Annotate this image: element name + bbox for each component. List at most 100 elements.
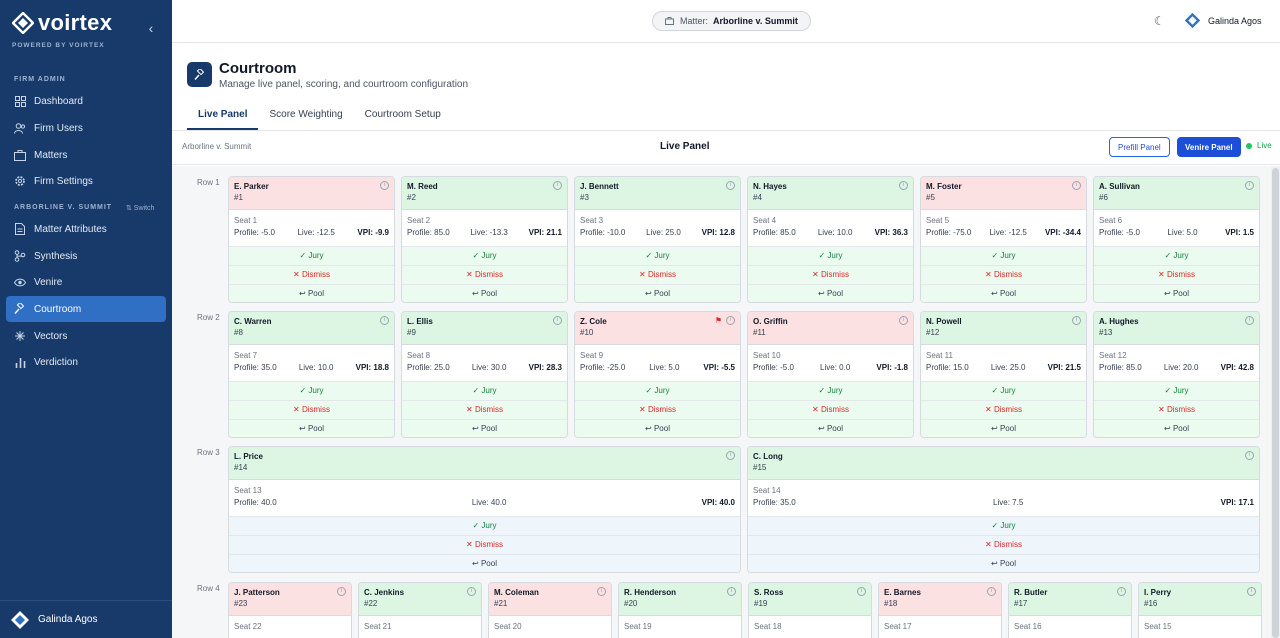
pool-button[interactable]: ↩ Pool <box>229 284 394 302</box>
juror-card[interactable]: I. Perry #16 i Seat 15 <box>1138 582 1262 638</box>
juror-name[interactable]: A. Sullivan <box>1099 182 1140 191</box>
scrollbar[interactable] <box>1271 166 1280 638</box>
juror-name[interactable]: E. Barnes <box>884 588 921 597</box>
pool-button[interactable]: ↩ Pool <box>575 284 740 302</box>
info-icon[interactable]: i <box>1117 587 1126 596</box>
pool-button[interactable]: ↩ Pool <box>921 284 1086 302</box>
juror-card[interactable]: C. Warren #8 i Seat 7 Profile: 35.0 Live: 10.… <box>228 311 395 438</box>
sidebar-user[interactable]: Galinda Agos <box>0 600 172 638</box>
info-icon[interactable]: i <box>726 316 735 325</box>
info-icon[interactable]: i <box>1245 451 1254 460</box>
dismiss-button[interactable]: ✕ Dismiss <box>229 400 394 419</box>
jury-button[interactable]: ✓ Jury <box>575 246 740 265</box>
juror-card[interactable]: R. Henderson #20 i Seat 19 <box>618 582 742 638</box>
juror-name[interactable]: M. Reed <box>407 182 438 191</box>
juror-card[interactable]: R. Butler #17 i Seat 16 <box>1008 582 1132 638</box>
jury-button[interactable]: ✓ Jury <box>748 246 913 265</box>
sidebar-item-firm-users[interactable]: Firm Users <box>6 115 166 141</box>
jury-button[interactable]: ✓ Jury <box>1094 246 1259 265</box>
juror-name[interactable]: C. Warren <box>234 317 272 326</box>
pool-button[interactable]: ↩ Pool <box>1094 284 1259 302</box>
juror-card[interactable]: S. Ross #19 i Seat 18 <box>748 582 872 638</box>
juror-name[interactable]: R. Butler <box>1014 588 1048 597</box>
sidebar-item-matter-attributes[interactable]: Matter Attributes <box>6 216 166 242</box>
sidebar-item-firm-settings[interactable]: Firm Settings <box>6 168 166 194</box>
juror-card[interactable]: A. Sullivan #6 i Seat 6 Profile: -5.0 Live: 5… <box>1093 176 1260 303</box>
pool-button[interactable]: ↩ Pool <box>229 419 394 437</box>
juror-card[interactable]: L. Ellis #9 i Seat 8 Profile: 25.0 Live: 30.0… <box>401 311 568 438</box>
pool-button[interactable]: ↩ Pool <box>402 419 567 437</box>
pool-button[interactable]: ↩ Pool <box>748 554 1259 572</box>
juror-card[interactable]: O. Griffin #11 i Seat 10 Profile: -5.0 Live: … <box>747 311 914 438</box>
info-icon[interactable]: i <box>1072 181 1081 190</box>
info-icon[interactable]: i <box>553 181 562 190</box>
sidebar-item-synthesis[interactable]: Synthesis <box>6 243 166 269</box>
jury-button[interactable]: ✓ Jury <box>921 246 1086 265</box>
juror-card[interactable]: J. Patterson #23 i Seat 22 <box>228 582 352 638</box>
jury-button[interactable]: ✓ Jury <box>748 516 1259 535</box>
juror-name[interactable]: A. Hughes <box>1099 317 1139 326</box>
info-icon[interactable]: i <box>597 587 606 596</box>
juror-name[interactable]: M. Foster <box>926 182 962 191</box>
info-icon[interactable]: i <box>857 587 866 596</box>
sidebar-item-verdiction[interactable]: Verdiction <box>6 349 166 375</box>
info-icon[interactable]: i <box>1247 587 1256 596</box>
dismiss-button[interactable]: ✕ Dismiss <box>748 400 913 419</box>
jury-button[interactable]: ✓ Jury <box>402 381 567 400</box>
matter-selector[interactable]: Matter: Arborline v. Summit <box>652 11 811 31</box>
juror-name[interactable]: I. Perry <box>1144 588 1172 597</box>
jury-button[interactable]: ✓ Jury <box>402 246 567 265</box>
juror-name[interactable]: C. Jenkins <box>364 588 405 597</box>
juror-card[interactable]: M. Coleman #21 i Seat 20 <box>488 582 612 638</box>
moon-icon[interactable]: ☾ <box>1154 14 1165 28</box>
juror-card[interactable]: J. Bennett #3 i Seat 3 Profile: -10.0 Live: 2… <box>574 176 741 303</box>
info-icon[interactable]: i <box>1072 316 1081 325</box>
jury-button[interactable]: ✓ Jury <box>575 381 740 400</box>
tab-courtroom-setup[interactable]: Courtroom Setup <box>364 109 441 120</box>
info-icon[interactable]: i <box>1245 181 1254 190</box>
juror-name[interactable]: Z. Cole <box>580 317 607 326</box>
pool-button[interactable]: ↩ Pool <box>575 419 740 437</box>
juror-card[interactable]: C. Long #15 i Seat 14 Profile: 35.0 Live: 7.5… <box>747 446 1260 573</box>
juror-card[interactable]: E. Barnes #18 i Seat 17 <box>878 582 1002 638</box>
pool-button[interactable]: ↩ Pool <box>229 554 740 572</box>
prefill-panel-button[interactable]: Prefill Panel <box>1109 137 1170 157</box>
juror-name[interactable]: C. Long <box>753 452 783 461</box>
info-icon[interactable]: i <box>380 181 389 190</box>
tab-score-weighting[interactable]: Score Weighting <box>269 109 343 120</box>
info-icon[interactable]: i <box>726 451 735 460</box>
scrollbar-thumb[interactable] <box>1272 168 1279 638</box>
juror-card[interactable]: M. Reed #2 i Seat 2 Profile: 85.0 Live: -13.3… <box>401 176 568 303</box>
info-icon[interactable]: i <box>380 316 389 325</box>
dismiss-button[interactable]: ✕ Dismiss <box>748 535 1259 554</box>
juror-name[interactable]: L. Ellis <box>407 317 433 326</box>
juror-name[interactable]: L. Price <box>234 452 263 461</box>
juror-card[interactable]: L. Price #14 i Seat 13 Profile: 40.0 Live: 40… <box>228 446 741 573</box>
tab-live-panel[interactable]: Live Panel <box>187 103 259 130</box>
info-icon[interactable]: i <box>1245 316 1254 325</box>
user-menu[interactable]: Galinda Agos <box>1184 12 1262 29</box>
dismiss-button[interactable]: ✕ Dismiss <box>1094 400 1259 419</box>
juror-card[interactable]: N. Powell #12 i Seat 11 Profile: 15.0 Live: 2… <box>920 311 1087 438</box>
dismiss-button[interactable]: ✕ Dismiss <box>921 265 1086 284</box>
juror-name[interactable]: N. Hayes <box>753 182 787 191</box>
pool-button[interactable]: ↩ Pool <box>402 284 567 302</box>
juror-name[interactable]: M. Coleman <box>494 588 539 597</box>
venire-panel-button[interactable]: Venire Panel <box>1177 137 1241 157</box>
juror-card[interactable]: E. Parker #1 i Seat 1 Profile: -5.0 Live: -12… <box>228 176 395 303</box>
juror-name[interactable]: J. Patterson <box>234 588 280 597</box>
brand-logo[interactable]: voirtex <box>12 10 112 36</box>
jury-button[interactable]: ✓ Jury <box>1094 381 1259 400</box>
juror-card[interactable]: N. Hayes #4 i Seat 4 Profile: 85.0 Live: 10.0… <box>747 176 914 303</box>
juror-name[interactable]: R. Henderson <box>624 588 677 597</box>
juror-card[interactable]: A. Hughes #13 i Seat 12 Profile: 85.0 Live: 2… <box>1093 311 1260 438</box>
jury-button[interactable]: ✓ Jury <box>921 381 1086 400</box>
info-icon[interactable]: i <box>899 181 908 190</box>
juror-card[interactable]: Z. Cole #10 i ⚑ Seat 9 Profile: -25.0 Live: 5.… <box>574 311 741 438</box>
juror-card[interactable]: C. Jenkins #22 i Seat 21 <box>358 582 482 638</box>
juror-name[interactable]: E. Parker <box>234 182 269 191</box>
pool-button[interactable]: ↩ Pool <box>748 419 913 437</box>
jury-button[interactable]: ✓ Jury <box>229 246 394 265</box>
dismiss-button[interactable]: ✕ Dismiss <box>575 265 740 284</box>
sidebar-item-matters[interactable]: Matters <box>6 142 166 168</box>
